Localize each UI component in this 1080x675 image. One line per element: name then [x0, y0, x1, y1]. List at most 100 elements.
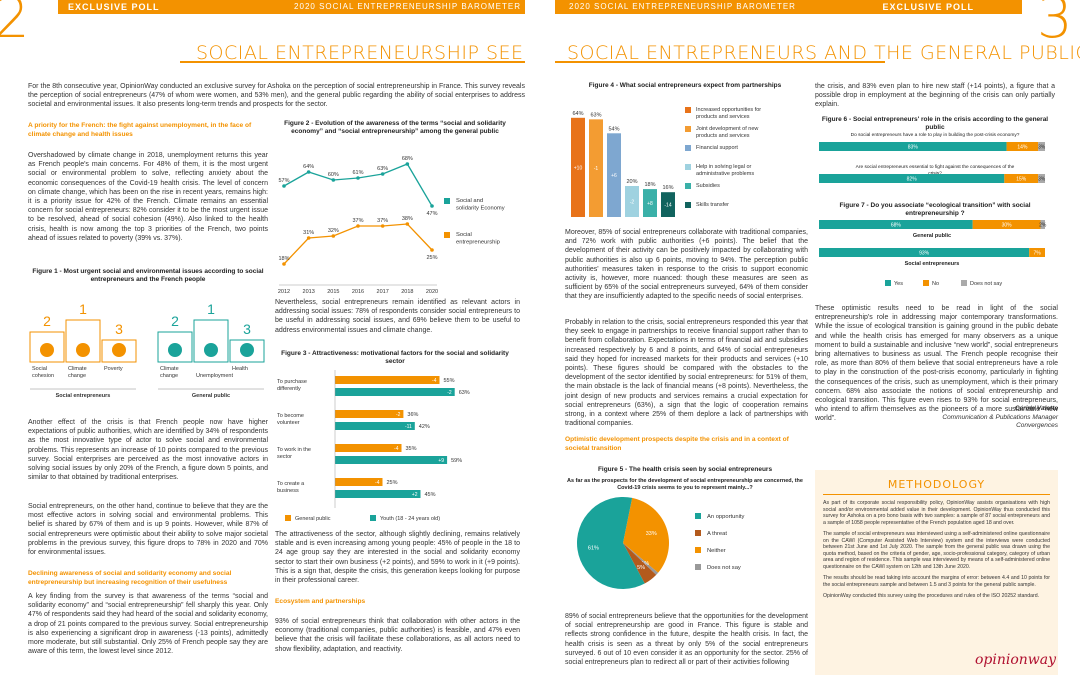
podium-block: [157, 331, 193, 363]
question-label: Do social entrepreneurs have a role to p…: [851, 132, 1020, 138]
podium-block: [65, 319, 101, 363]
data-label: 57%: [278, 178, 289, 184]
x-tick-label: 2017: [377, 289, 389, 295]
value-label: 36%: [407, 412, 418, 418]
issue-icon: [240, 343, 254, 357]
bar-segment: [1038, 174, 1045, 183]
header-bar: EXCLUSIVE POLL 2020 SOCIAL ENTREPRENEURS…: [58, 0, 525, 14]
legend-swatch: [695, 547, 701, 553]
bar-segment: [819, 174, 1005, 183]
value-label: 64%: [572, 111, 583, 117]
bar: [571, 117, 585, 217]
bar: [335, 478, 383, 486]
data-point: [380, 172, 385, 176]
legend-label: Skills transfer: [696, 202, 729, 208]
segment-label: 93%: [919, 251, 930, 257]
question-label: crisis?: [928, 170, 942, 176]
value-label: 25%: [387, 480, 398, 486]
page-title: SOCIAL ENTREPRENEURSHIP SEEN BY: [196, 42, 525, 64]
podium-block: [101, 339, 137, 363]
value-label: 59%: [451, 458, 462, 464]
bar: [643, 189, 657, 217]
pie-slice: [623, 543, 657, 584]
data-point: [306, 236, 311, 240]
data-point: [380, 224, 385, 228]
group-label: Social entrepreneurs: [56, 393, 111, 399]
header-left: 2020 SOCIAL ENTREPRENEURSHIP BAROMETER: [569, 2, 796, 11]
legend-swatch: [285, 515, 291, 521]
category-label: To create a: [277, 481, 305, 487]
legend-label: Neither: [707, 548, 726, 554]
value-label: 18%: [644, 182, 655, 188]
slice-label: 5%: [637, 565, 645, 571]
data-point: [306, 170, 311, 174]
bar-segment: [972, 220, 1041, 229]
methodology-box: METHODOLOGY As part of its corporate soc…: [815, 470, 1058, 675]
value-label: 35%: [406, 446, 417, 452]
data-label: 31%: [303, 230, 314, 236]
issue-icon: [112, 343, 126, 357]
legend-swatch: [695, 530, 701, 536]
category-label: sector: [277, 454, 292, 460]
legend-label: Yes: [894, 281, 903, 287]
segment-label: 15%: [1016, 177, 1027, 183]
segment-label: 3%: [1038, 145, 1046, 151]
issue-label: cohesion: [32, 373, 54, 379]
podium-block: [229, 339, 265, 363]
segment-label: 68%: [891, 223, 902, 229]
data-point: [356, 176, 360, 180]
value-label: 16%: [662, 185, 673, 191]
rank-number: 2: [171, 313, 179, 329]
right-page: 2020 SOCIAL ENTREPRENEURSHIP BAROMETER E…: [555, 0, 1080, 675]
legend-label: solidarity Economy: [456, 205, 505, 211]
bar-segment: [1006, 142, 1039, 151]
signature-name: Carine Valette: [1014, 405, 1058, 412]
pie-slice: [577, 497, 645, 589]
legend-swatch: [685, 164, 691, 170]
page-number: 3: [1037, 0, 1073, 51]
change-label: -11: [405, 424, 412, 430]
legend-label: Subsidies: [696, 183, 720, 189]
legend-label: A threat: [707, 531, 727, 537]
category-label: To purchase: [277, 379, 307, 385]
paragraph: The attractiveness of the sector, althou…: [275, 531, 520, 585]
change-label: -4: [432, 378, 437, 384]
segment-label: 82%: [907, 177, 918, 183]
bar-segment: [1038, 142, 1045, 151]
section-heading: A priority for the French: the fight aga…: [28, 122, 252, 138]
paragraph: 93% of social entrepreneurs think that c…: [275, 618, 520, 653]
change-label: +10: [574, 165, 583, 171]
data-label: 68%: [402, 156, 413, 162]
segment-label: 2%: [1039, 223, 1047, 229]
pie-slice: [623, 543, 659, 575]
legend-label: Does not say: [970, 281, 1002, 287]
value-label: 63%: [590, 112, 601, 118]
value-label: 20%: [626, 179, 637, 185]
issue-label: change: [68, 373, 86, 379]
change-label: +2: [412, 492, 418, 498]
section-heading: Ecosystem and partnerships: [275, 598, 366, 605]
change-label: +8: [647, 201, 653, 207]
figure-4-chart: 64% +10 63% -1 54% +6 20% -2 18% +8 16% -14 Increase…: [571, 107, 761, 217]
bar-segment: [819, 142, 1007, 151]
change-label: -2: [447, 390, 452, 396]
paragraph: Moreover, 85% of social entrepreneurs co…: [565, 229, 808, 301]
bar: [335, 422, 415, 430]
figure-2-title: Figure 2 - Evolution of the awareness of…: [284, 120, 506, 135]
legend-label: An opportunity: [707, 514, 744, 520]
paragraph: Overshadowed by climate change in 2018, …: [28, 152, 268, 242]
category-label: General public: [913, 233, 951, 239]
section-heading: Declining awareness of social and solida…: [28, 570, 232, 586]
x-tick-label: 2020: [426, 289, 438, 295]
change-label: -14: [664, 203, 671, 209]
legend-label: entrepreneurship: [456, 239, 500, 245]
methodology-text: OpinionWay conducted this survey using t…: [823, 593, 1040, 599]
data-label: 61%: [352, 170, 363, 176]
data-point: [405, 162, 410, 166]
paragraph: Social entrepreneurs, on the other hand,…: [28, 503, 268, 557]
data-point: [331, 234, 336, 238]
methodology-divider: [823, 494, 1050, 495]
figure-2-chart: 2012 2013 2015 2016 2017 2018 2020 57% 64% 60% 61%…: [278, 156, 505, 295]
category-label: differently: [277, 386, 301, 392]
pie-slice: [623, 497, 669, 573]
